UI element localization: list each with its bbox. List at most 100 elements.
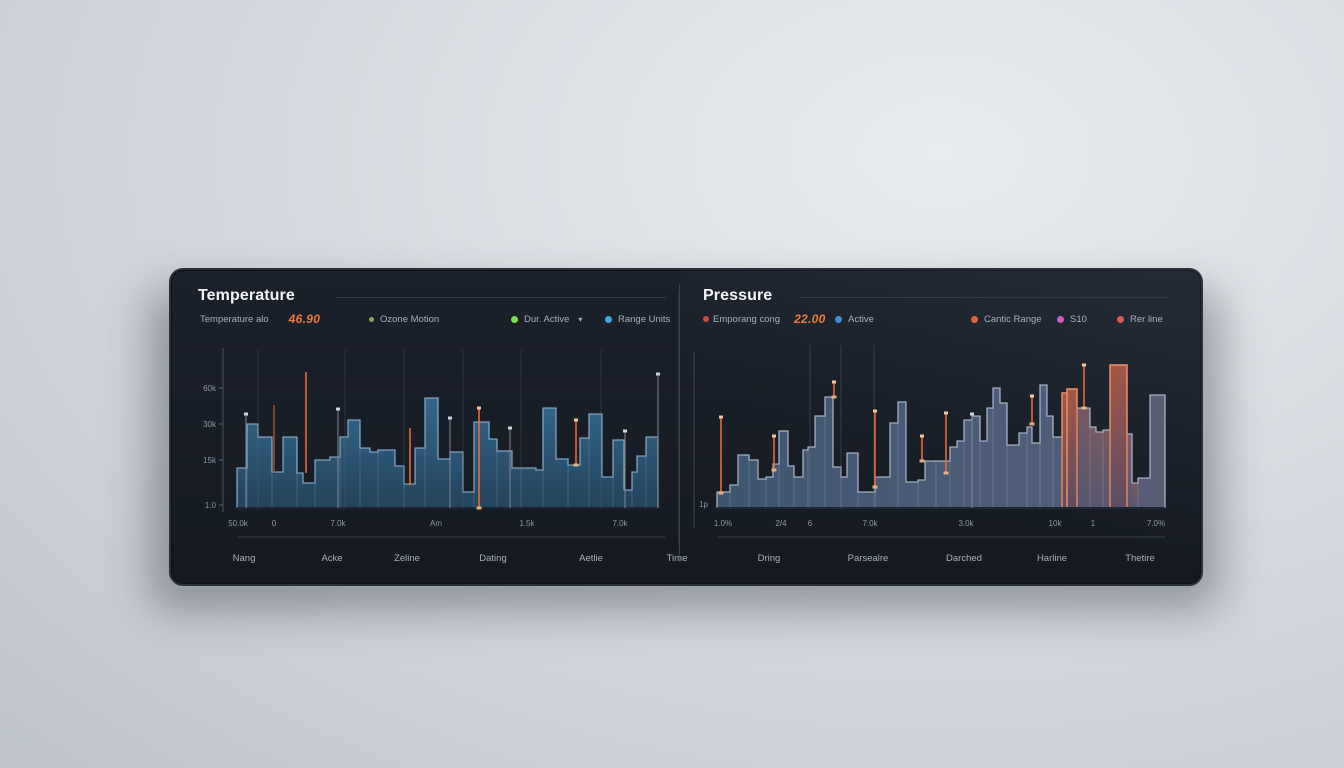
category-label: Zeline xyxy=(394,553,420,564)
spike-marker xyxy=(573,463,579,467)
legend-label: Cantic Range xyxy=(984,313,1042,325)
temperature-x-ticks: 50.0k 0 7.0k Am 1.5k 7.0k xyxy=(228,519,628,528)
x-tick-label: 0 xyxy=(272,519,277,528)
x-tick-label: 7.0k xyxy=(330,519,346,528)
spike-marker xyxy=(771,468,777,472)
spike-marker xyxy=(1029,422,1035,426)
spike-marker xyxy=(1081,406,1087,410)
legend-dot-icon xyxy=(971,315,978,323)
spike-marker xyxy=(476,506,482,510)
spike-marker xyxy=(970,412,974,416)
x-tick-label: 3.0k xyxy=(958,519,974,528)
temperature-categories: Nang Acke Zeline Dating Aetlie Time xyxy=(233,553,688,564)
x-tick-label: 10k xyxy=(1049,519,1063,528)
dashboard-device: Temperature Temperature alo 46.90 Ozone … xyxy=(169,268,1203,586)
y-tick-label: 1p xyxy=(699,500,708,509)
legend-dot-icon xyxy=(605,315,612,323)
legend-label: Active xyxy=(848,313,874,325)
spike-marker xyxy=(873,409,877,413)
spike-marker xyxy=(1082,363,1086,367)
metric-value: 22.00 xyxy=(794,312,826,326)
legend-label: S10 xyxy=(1070,313,1087,325)
legend-item-cantic-range[interactable]: Cantic Range xyxy=(971,314,1042,325)
spike-marker xyxy=(832,380,836,384)
legend-label: Rer line xyxy=(1130,313,1163,325)
x-tick-label: 1 xyxy=(1091,519,1096,528)
legend-item-range-units[interactable]: Range Units xyxy=(605,314,670,325)
pressure-x-ticks: 1.0% 2/4 6 7.0k 3.0k 10k 1 7.0% xyxy=(714,519,1165,528)
spike-marker xyxy=(1030,394,1034,398)
pressure-panel: Pressure Emporang cong 22.00 Active Cant… xyxy=(679,270,1201,584)
category-label: Aetlie xyxy=(579,553,603,564)
temperature-panel: Temperature Temperature alo 46.90 Ozone … xyxy=(171,270,679,584)
category-label: Darched xyxy=(946,553,982,564)
legend-item-active[interactable]: Active xyxy=(835,314,874,325)
category-label: Nang xyxy=(233,553,256,564)
temperature-step-area xyxy=(236,397,659,509)
spike-marker xyxy=(336,407,340,411)
baseline xyxy=(237,507,658,509)
legend-label: Ozone Motion xyxy=(380,313,440,325)
hot-outline xyxy=(1109,364,1128,508)
hot-bar xyxy=(1062,393,1067,508)
legend-item-dur-active[interactable]: Dur. Active ▾ xyxy=(511,314,582,325)
panel-title: Pressure xyxy=(703,287,773,304)
hot-bar xyxy=(1077,408,1090,508)
pressure-step-area xyxy=(716,364,1166,509)
x-tick-label: 1.0% xyxy=(714,519,732,528)
category-label: Time xyxy=(667,553,688,564)
spike-marker xyxy=(943,471,949,475)
spike-marker xyxy=(772,434,776,438)
chevron-down-icon[interactable]: ▾ xyxy=(578,314,583,324)
temperature-legend: Temperature alo 46.90 Ozone Motion Dur. … xyxy=(171,312,679,326)
charts-canvas: 60k 30k 15k 1.0 50.0k 0 7.0k Am 1.5k 7.0k Nang Ac… xyxy=(203,290,1166,564)
temperature-axes xyxy=(222,290,680,545)
metric-label: Temperature alo xyxy=(200,313,269,325)
hot-bar xyxy=(1110,365,1127,508)
legend-dot-icon xyxy=(511,315,518,323)
legend-item-ozone-motion[interactable]: Ozone Motion xyxy=(369,314,439,325)
y-tick-label: 30k xyxy=(203,420,217,429)
legend-label: Range Units xyxy=(618,313,671,325)
spike-marker xyxy=(508,426,512,430)
hot-bar xyxy=(1096,432,1103,508)
legend-item-rer-line[interactable]: Rer line xyxy=(1117,314,1163,325)
status-dot-icon xyxy=(703,316,709,322)
category-label: Acke xyxy=(321,553,342,564)
x-tick-label: 7.0k xyxy=(862,519,878,528)
hot-bar xyxy=(1132,483,1138,508)
x-tick-label: 7.0% xyxy=(1147,519,1165,528)
legend-dot-icon xyxy=(835,315,842,323)
baseline xyxy=(717,507,1165,509)
legend-dot-icon xyxy=(1117,315,1124,323)
spike-marker xyxy=(718,491,724,495)
x-tick-label: 1.5k xyxy=(519,519,535,528)
step-area-fill xyxy=(717,365,1165,508)
category-label: Parsealre xyxy=(848,553,889,564)
panel-title: Temperature xyxy=(198,287,295,304)
temperature-y-ticks: 60k 30k 15k 1.0 xyxy=(203,384,223,510)
pressure-axes xyxy=(693,352,1165,538)
pressure-legend: Emporang cong 22.00 Active Cantic Range … xyxy=(679,312,1201,326)
spike-marker xyxy=(656,372,660,376)
x-tick-label: 2/4 xyxy=(775,519,787,528)
spike-marker xyxy=(574,418,578,422)
spike-marker xyxy=(920,434,924,438)
x-tick-label: 50.0k xyxy=(228,519,249,528)
spike-marker xyxy=(944,411,948,415)
spike-marker xyxy=(919,459,925,463)
spike-marker xyxy=(448,416,452,420)
legend-dot-icon xyxy=(369,316,374,322)
category-label: Dring xyxy=(758,553,781,564)
x-tick-label: 7.0k xyxy=(612,519,628,528)
legend-item-s10[interactable]: S10 xyxy=(1057,314,1087,325)
y-tick-label: 60k xyxy=(203,384,217,393)
title-rule xyxy=(336,297,666,298)
y-tick-label: 15k xyxy=(203,456,217,465)
step-area-fill xyxy=(237,398,658,508)
spike-marker xyxy=(831,395,837,399)
y-tick-label: 1.0 xyxy=(205,501,217,510)
spike-marker xyxy=(477,406,481,410)
x-tick-label: Am xyxy=(430,519,442,528)
x-tick-label: 6 xyxy=(808,519,813,528)
